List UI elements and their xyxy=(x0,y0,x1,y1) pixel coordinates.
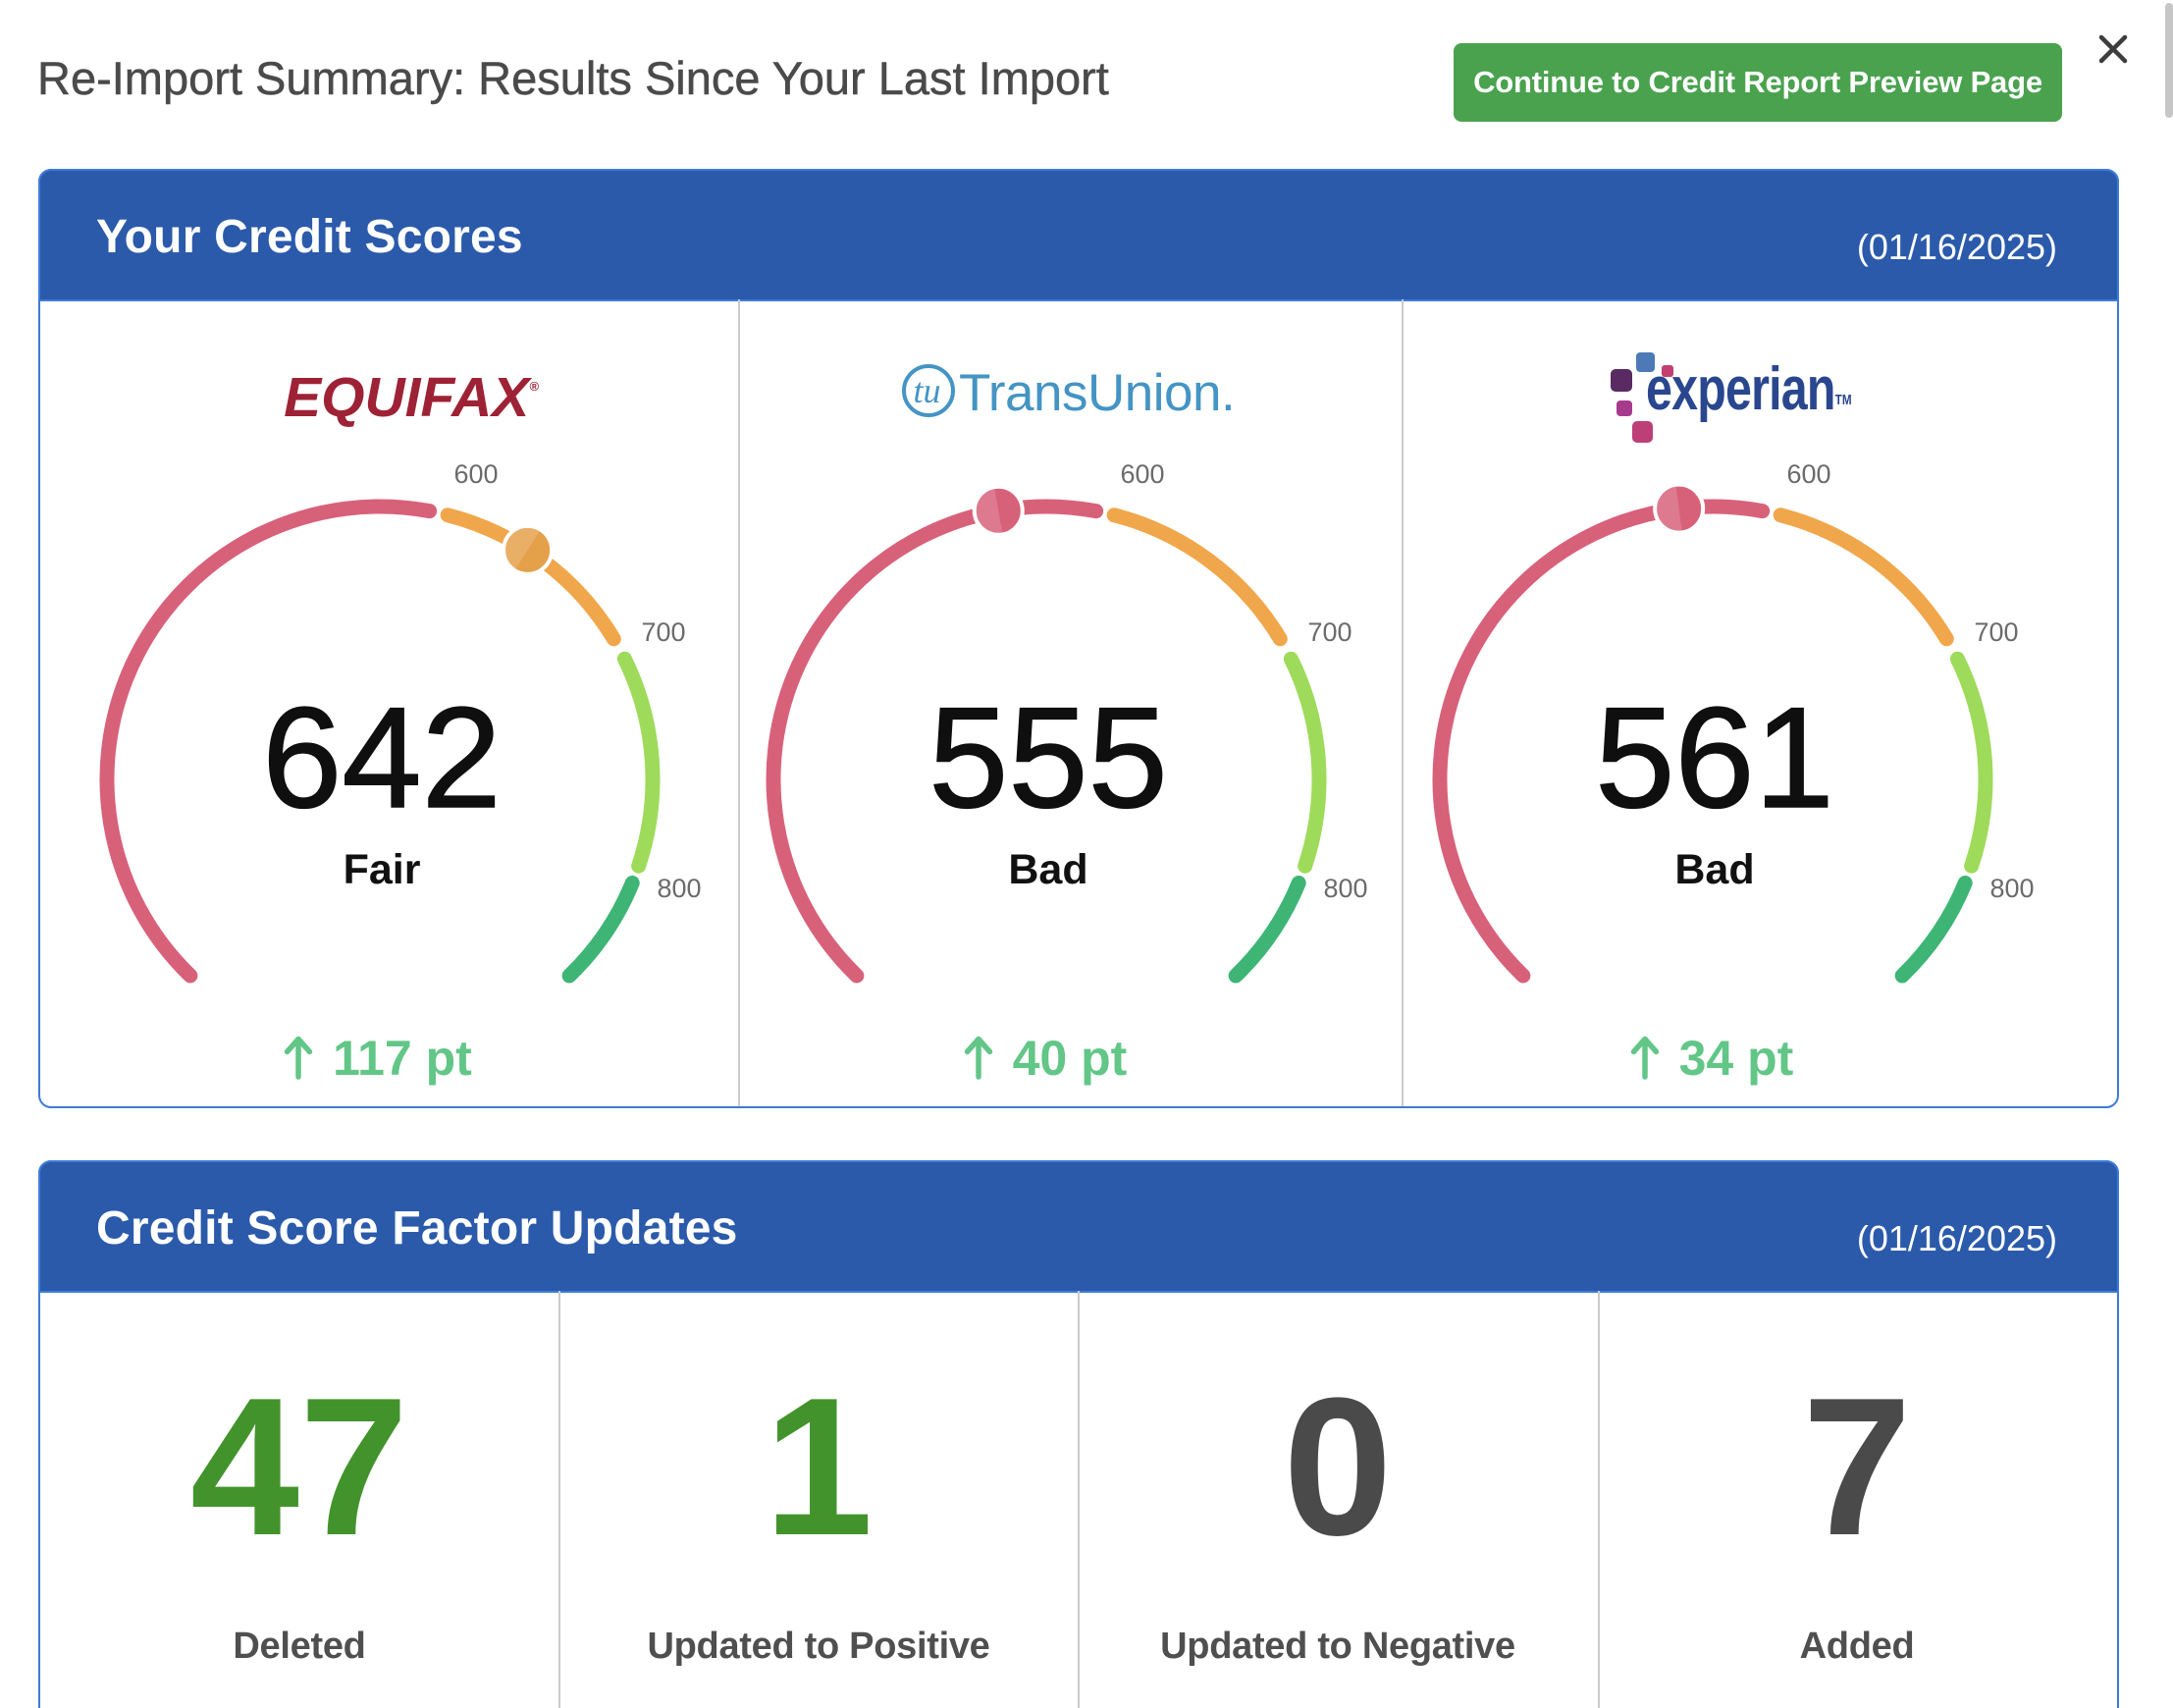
svg-text:600: 600 xyxy=(453,459,498,489)
svg-text:700: 700 xyxy=(1974,617,2018,647)
svg-text:800: 800 xyxy=(1989,874,2034,903)
svg-text:642: 642 xyxy=(262,677,502,837)
svg-text:555: 555 xyxy=(928,677,1168,837)
svg-text:Bad: Bad xyxy=(1674,846,1754,893)
svg-text:700: 700 xyxy=(641,617,685,647)
svg-text:600: 600 xyxy=(1786,459,1830,489)
svg-text:800: 800 xyxy=(657,874,701,903)
svg-text:561: 561 xyxy=(1595,677,1834,837)
svg-text:600: 600 xyxy=(1120,459,1164,489)
svg-text:800: 800 xyxy=(1323,874,1367,903)
svg-text:Fair: Fair xyxy=(344,846,421,893)
svg-text:tu: tu xyxy=(913,371,940,410)
svg-text:Bad: Bad xyxy=(1008,846,1087,893)
svg-text:700: 700 xyxy=(1307,617,1352,647)
